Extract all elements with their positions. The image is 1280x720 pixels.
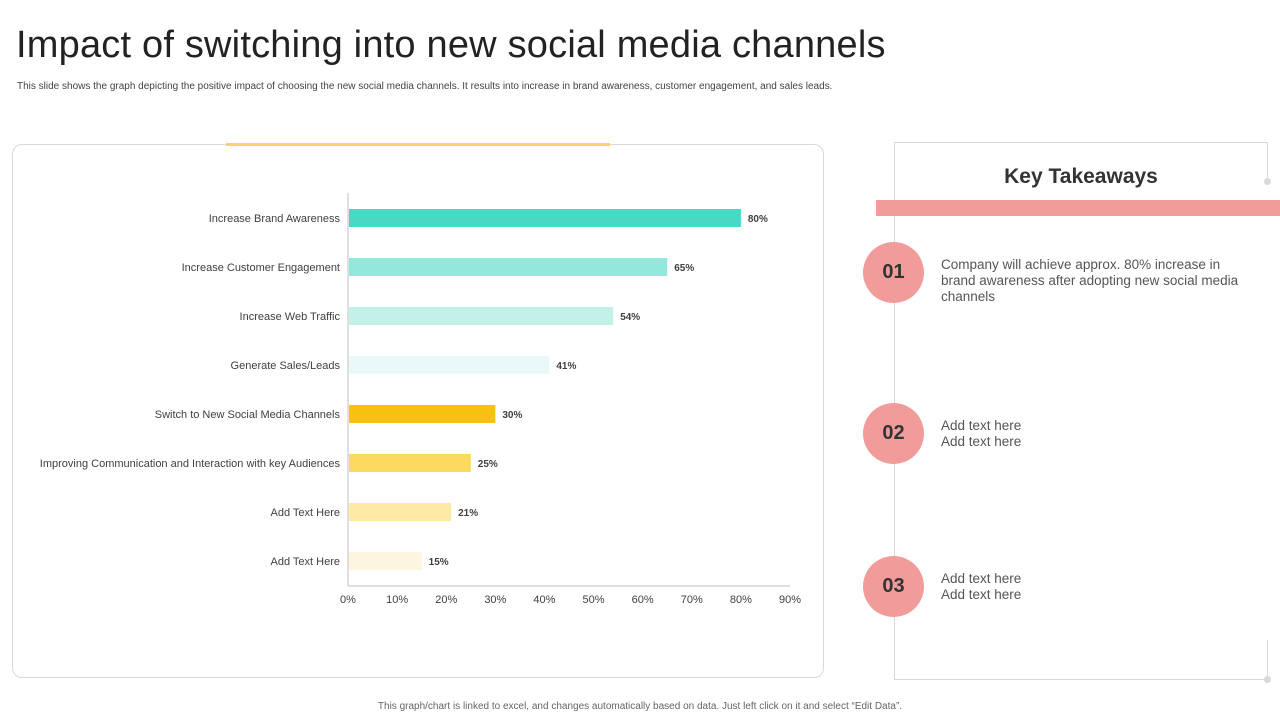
bar	[349, 258, 668, 276]
data-label: 41%	[556, 361, 576, 372]
takeaway-number-01: 01	[863, 242, 924, 303]
category-label: Improving Communication and Interaction …	[40, 458, 341, 470]
takeaway-line: Company will achieve approx. 80% increas…	[941, 257, 1239, 304]
panel-connector-top	[1267, 142, 1268, 182]
panel-connector-bottom	[1267, 640, 1268, 680]
data-label: 80%	[748, 214, 768, 225]
bar	[349, 503, 452, 521]
takeaway-line: Add text here	[941, 434, 1022, 449]
takeaways-title-bar	[876, 200, 1280, 216]
x-tick-label: 70%	[681, 594, 703, 606]
x-tick-label: 0%	[340, 594, 356, 606]
page-subtitle: This slide shows the graph depicting the…	[17, 81, 833, 92]
data-label: 25%	[478, 459, 498, 470]
takeaway-text-02: Add text here Add text here	[941, 418, 1251, 450]
data-label: 21%	[458, 508, 478, 519]
page-title: Impact of switching into new social medi…	[16, 24, 886, 66]
takeaway-number-02: 02	[863, 403, 924, 464]
takeaway-line: Add text here	[941, 571, 1022, 586]
takeaway-line: Add text here	[941, 418, 1022, 433]
footer-note: This graph/chart is linked to excel, and…	[377, 701, 903, 712]
panel-dot-top	[1264, 178, 1271, 185]
x-tick-label: 40%	[533, 594, 555, 606]
data-label: 30%	[502, 410, 522, 421]
x-tick-label: 80%	[730, 594, 752, 606]
takeaway-number-03: 03	[863, 556, 924, 617]
x-tick-label: 90%	[779, 594, 801, 606]
x-tick-label: 20%	[435, 594, 457, 606]
bar	[349, 405, 496, 423]
category-label: Generate Sales/Leads	[231, 360, 341, 372]
bar	[349, 454, 471, 472]
category-label: Add Text Here	[270, 556, 340, 568]
takeaway-text-01: Company will achieve approx. 80% increas…	[941, 257, 1251, 305]
category-label: Increase Brand Awareness	[209, 213, 341, 225]
bar	[349, 356, 550, 374]
x-tick-label: 30%	[484, 594, 506, 606]
bar	[349, 209, 741, 227]
x-tick-label: 10%	[386, 594, 408, 606]
takeaway-line: Add text here	[941, 587, 1022, 602]
chart-card-accent-line	[226, 143, 610, 146]
panel-dot-bottom	[1264, 676, 1271, 683]
category-label: Switch to New Social Media Channels	[155, 409, 341, 421]
data-label: 54%	[620, 312, 640, 323]
takeaways-title: Key Takeaways	[1004, 165, 1158, 188]
bar	[349, 307, 614, 325]
x-tick-label: 60%	[632, 594, 654, 606]
data-label: 65%	[674, 263, 694, 274]
bar	[349, 552, 422, 570]
category-label: Increase Customer Engagement	[182, 262, 340, 274]
takeaway-text-03: Add text here Add text here	[941, 571, 1251, 603]
x-tick-label: 50%	[583, 594, 605, 606]
category-label: Increase Web Traffic	[240, 311, 341, 323]
data-label: 15%	[429, 557, 449, 568]
category-label: Add Text Here	[270, 507, 340, 519]
bar-chart[interactable]: Increase Brand Awareness 80% Increase Cust…	[0, 0, 830, 690]
